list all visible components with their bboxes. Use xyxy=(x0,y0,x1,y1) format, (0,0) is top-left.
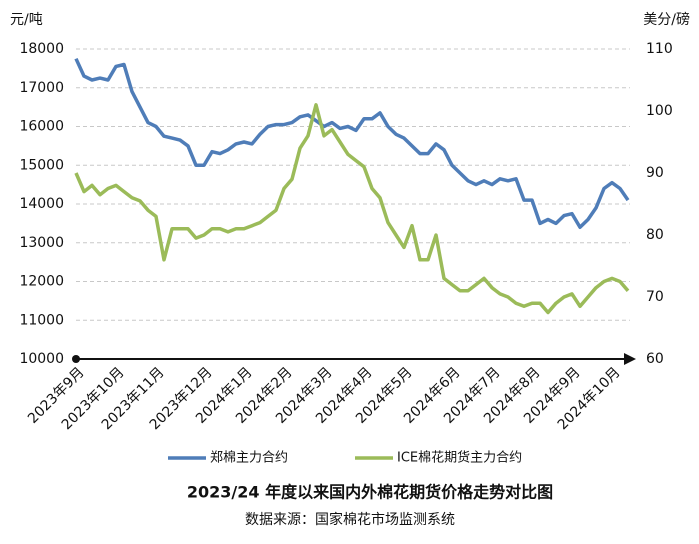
series-line xyxy=(74,57,630,230)
y-tick-label: 14000 xyxy=(19,196,64,212)
source: 数据来源：国家棉花市场监测系统 xyxy=(245,511,455,528)
y-tick-label: 11000 xyxy=(19,312,64,328)
series-line xyxy=(74,103,630,315)
legend-label: ICE棉花期货主力合约 xyxy=(397,450,522,466)
y2-tick-label: 100 xyxy=(646,103,673,119)
axis-origin xyxy=(72,355,80,363)
y-tick-label: 10000 xyxy=(19,351,64,367)
y2-tick-label: 70 xyxy=(646,289,664,305)
y-tick-label: 18000 xyxy=(19,41,64,57)
y-unit: 元/吨 xyxy=(10,12,43,28)
y2-tick-label: 110 xyxy=(646,41,673,57)
chart-title: 2023/24 年度以来国内外棉花期货价格走势对比图 xyxy=(187,483,553,502)
y-tick-label: 15000 xyxy=(19,157,64,173)
x-axis-arrow xyxy=(624,353,636,365)
y-tick-label: 17000 xyxy=(19,80,64,96)
y2-tick-label: 90 xyxy=(646,165,664,181)
y-tick-label: 16000 xyxy=(19,119,64,135)
y2-tick-label: 60 xyxy=(646,351,664,367)
y2-unit: 美分/磅 xyxy=(643,11,690,28)
y-tick-label: 12000 xyxy=(19,274,64,290)
y2-tick-label: 80 xyxy=(646,227,664,243)
y-tick-label: 13000 xyxy=(19,235,64,251)
legend-label: 郑棉主力合约 xyxy=(210,451,288,466)
